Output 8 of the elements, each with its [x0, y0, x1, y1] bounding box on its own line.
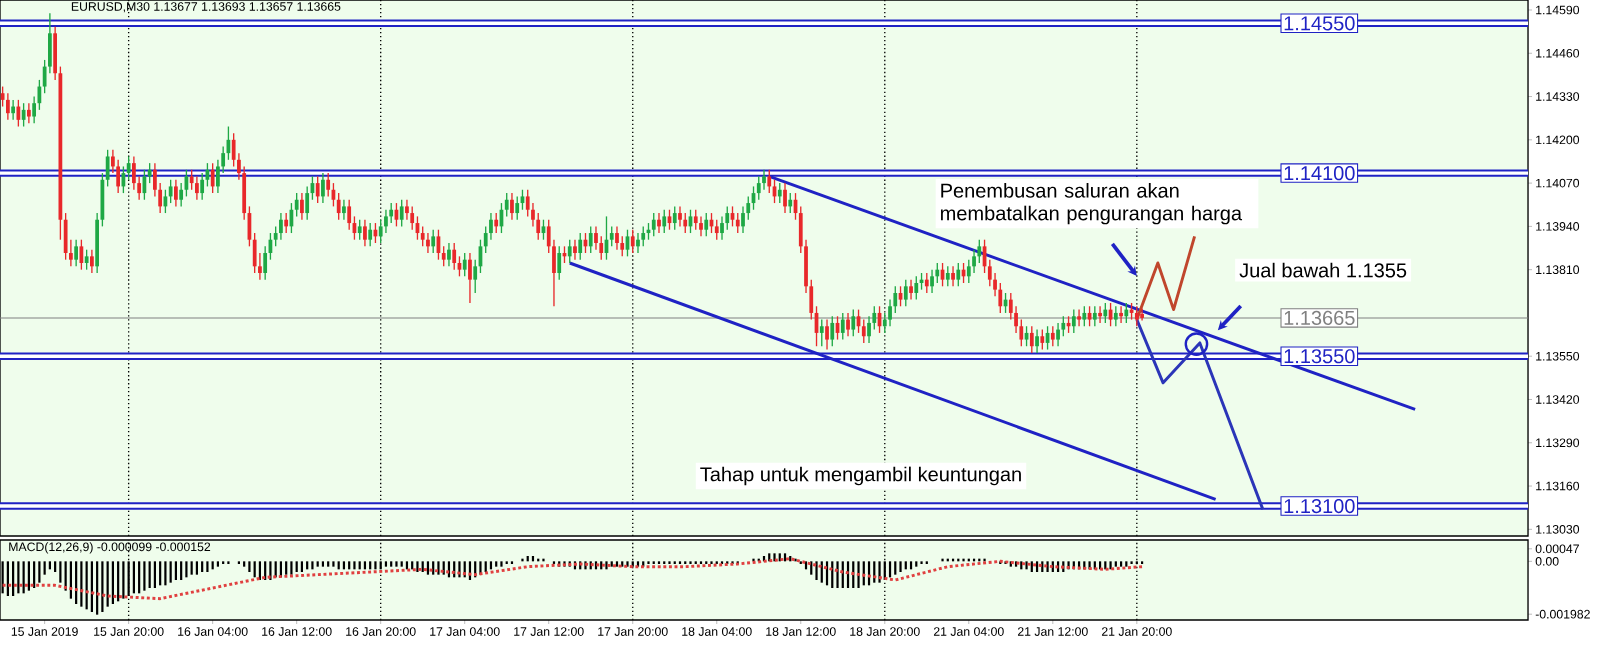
annotation: Jual bawah 1.1355 — [1239, 262, 1407, 278]
annotation: Tahap untuk mengambil keuntungan — [700, 466, 1021, 486]
ref-line-label: 1.14550 — [1284, 16, 1355, 31]
annotation: Penembusan saluran akan membatalkan pengurangan harga — [941, 183, 1243, 225]
ref-line-label: 1.14100 — [1284, 166, 1355, 181]
ref-line-label: 1.13665 — [1284, 310, 1355, 326]
ref-line-label: 1.13550 — [1284, 349, 1355, 364]
ref-line-label: 1.13100 — [1284, 498, 1355, 514]
